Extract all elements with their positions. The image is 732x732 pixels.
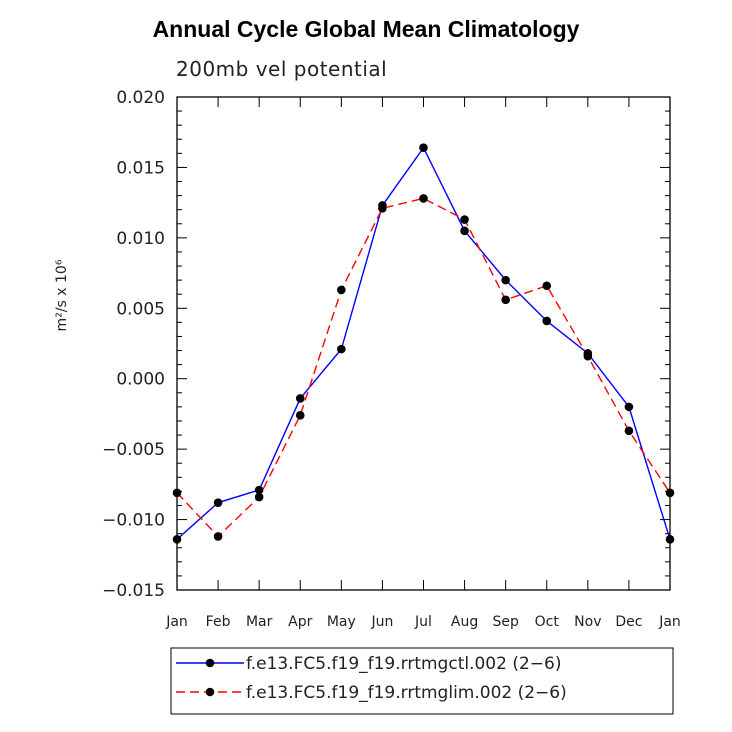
y-tick-label: 0.010 (116, 229, 165, 249)
series-1-point (337, 344, 346, 354)
x-tick-label: Sep (492, 614, 519, 630)
x-tick-label: Feb (206, 614, 231, 630)
legend-label-1: f.e13.FC5.f19_f19.rrtmgctl.002 (2−6) (246, 654, 561, 674)
legend-marker-1 (205, 658, 215, 668)
plot-frame (176, 96, 671, 591)
series-2-point (213, 532, 223, 541)
series-2-point (501, 295, 510, 305)
series-2-point (460, 215, 469, 224)
series-2-point (254, 492, 264, 502)
legend-box (170, 647, 674, 715)
x-tick-label: Mar (246, 614, 273, 630)
series-line-2 (176, 197, 671, 538)
axis-ticks (176, 96, 671, 591)
chart-legend: f.e13.FC5.f19_f19.rrtmgctl.002 (2−6) f.e1… (170, 647, 674, 715)
series-2-point (337, 285, 346, 295)
series-1-point (295, 394, 305, 403)
series-2-point (665, 488, 675, 498)
y-tick-label: 0.015 (116, 158, 165, 178)
x-tick-label: Jun (370, 614, 393, 630)
y-tick-label: 0.020 (116, 88, 165, 108)
series-2-point (295, 411, 305, 420)
x-tick-label: Oct (535, 614, 560, 630)
series-2-point (419, 194, 428, 203)
x-tick-label: Jul (414, 614, 432, 630)
series-2-point (624, 426, 634, 436)
series-2-point (583, 351, 593, 361)
series-2-point (542, 281, 552, 291)
series-1-point (460, 226, 469, 236)
legend-marker-2 (205, 687, 215, 697)
y-tick-label: 0.005 (116, 299, 165, 319)
chart-axes (176, 96, 671, 591)
x-tick-label: Jan (658, 614, 681, 630)
series-2-point (172, 488, 182, 498)
x-tick-label: May (327, 614, 356, 630)
series-2-point (378, 203, 387, 213)
series-1-point (501, 275, 510, 285)
x-tick-label: Dec (615, 614, 642, 630)
series-1-point (665, 534, 675, 544)
y-tick-label: −0.005 (102, 440, 165, 460)
x-tick-label: Nov (574, 614, 601, 630)
chart-series (172, 143, 675, 544)
legend-label-2: f.e13.FC5.f19_f19.rrtmglim.002 (2−6) (246, 683, 567, 703)
y-tick-label: 0.000 (116, 370, 165, 390)
series-line-1 (176, 146, 671, 540)
chart-subtitle: 200mb vel potential (176, 57, 388, 81)
x-tick-label: Jan (165, 614, 188, 630)
y-tick-label: −0.015 (102, 581, 165, 601)
x-tick-labels: Jan Feb Mar Apr May Jun Jul Aug Sep Oct Nov Dec Jan (165, 614, 681, 630)
x-tick-label: Aug (451, 614, 478, 630)
y-axis-label: m²/s x 10⁶ (54, 259, 70, 331)
series-1-point (254, 485, 264, 495)
y-tick-labels: 0.020 0.015 0.010 0.005 0.000 −0.005 −0.010 −0.… (102, 88, 165, 601)
series-1-point (419, 143, 428, 153)
series-1-point (213, 498, 223, 507)
x-tick-label: Apr (288, 614, 312, 630)
series-1-point (624, 402, 634, 412)
chart-title: Annual Cycle Global Mean Climatology (152, 16, 580, 42)
y-tick-label: −0.010 (102, 511, 165, 531)
series-1-point (172, 534, 182, 544)
series-1-point (542, 316, 552, 326)
